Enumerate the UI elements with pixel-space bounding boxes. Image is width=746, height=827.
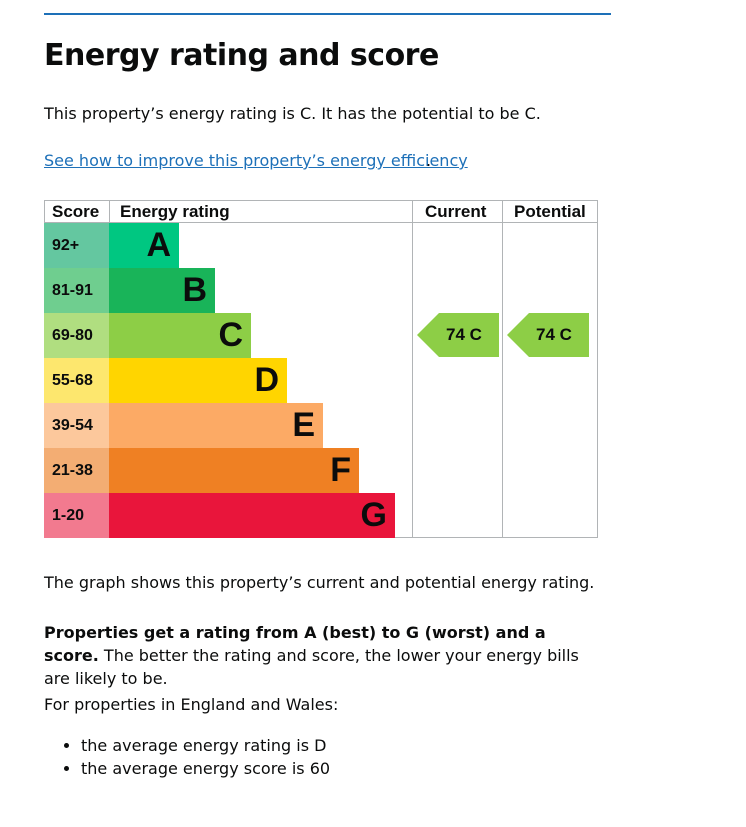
- band-bar-d: D: [109, 358, 287, 403]
- current-rating-arrow: 74 C: [417, 313, 499, 357]
- band-score-d: 55-68: [44, 358, 109, 403]
- section-divider: [44, 13, 611, 15]
- column-divider: [502, 200, 503, 538]
- band-letter-a: A: [146, 226, 171, 264]
- band-bar-a: A: [109, 223, 179, 268]
- header-current: Current: [425, 202, 487, 221]
- band-letter-e: E: [292, 406, 315, 444]
- band-letter-g: G: [360, 496, 387, 534]
- rating-explanation-bold: Properties get a rating from A (best) to…: [44, 623, 546, 665]
- potential-rating-arrow-label: 74 C: [536, 325, 572, 344]
- band-bar-g: G: [109, 493, 395, 538]
- rating-summary: This property’s energy rating is C. It h…: [44, 104, 541, 123]
- band-row-b: 81-91 B: [44, 268, 412, 313]
- band-bar-e: E: [109, 403, 323, 448]
- region-intro: For properties in England and Wales:: [44, 695, 339, 714]
- potential-rating-arrow: 74 C: [507, 313, 589, 357]
- current-rating-arrow-label: 74 C: [446, 325, 482, 344]
- band-bar-c: C: [109, 313, 251, 358]
- header-energy-rating: Energy rating: [120, 202, 230, 221]
- band-letter-d: D: [254, 361, 279, 399]
- band-score-a: 92+: [44, 223, 109, 268]
- rating-explanation-text: The better the rating and score, the low…: [44, 646, 579, 688]
- header-score: Score: [52, 202, 100, 221]
- band-score-f: 21-38: [44, 448, 109, 493]
- list-item: the average energy score is 60: [81, 757, 330, 780]
- band-row-f: 21-38 F: [44, 448, 412, 493]
- column-divider: [109, 200, 110, 223]
- band-row-e: 39-54 E: [44, 403, 412, 448]
- improve-efficiency-link[interactable]: See how to improve this property’s energ…: [44, 151, 468, 170]
- band-score-c: 69-80: [44, 313, 109, 358]
- band-letter-b: B: [182, 271, 207, 309]
- list-item: the average energy rating is D: [81, 734, 330, 757]
- band-score-g: 1-20: [44, 493, 109, 538]
- band-letter-c: C: [218, 316, 243, 354]
- link-period: .: [426, 151, 432, 170]
- header-divider: [44, 222, 598, 223]
- band-bar-b: B: [109, 268, 215, 313]
- band-letter-f: F: [330, 451, 351, 489]
- band-bar-f: F: [109, 448, 359, 493]
- band-row-c: 69-80 C: [44, 313, 412, 358]
- band-row-d: 55-68 D: [44, 358, 412, 403]
- band-score-b: 81-91: [44, 268, 109, 313]
- page-title: Energy rating and score: [44, 38, 439, 73]
- average-list: the average energy rating is D the avera…: [44, 734, 330, 780]
- rating-explanation: Properties get a rating from A (best) to…: [44, 621, 604, 690]
- band-score-e: 39-54: [44, 403, 109, 448]
- band-row-a: 92+ A: [44, 223, 412, 268]
- graph-caption: The graph shows this property’s current …: [44, 573, 595, 592]
- column-divider: [412, 200, 413, 538]
- band-row-g: 1-20 G: [44, 493, 412, 538]
- header-potential: Potential: [514, 202, 586, 221]
- energy-rating-chart: Score Energy rating Current Potential 92…: [44, 200, 598, 538]
